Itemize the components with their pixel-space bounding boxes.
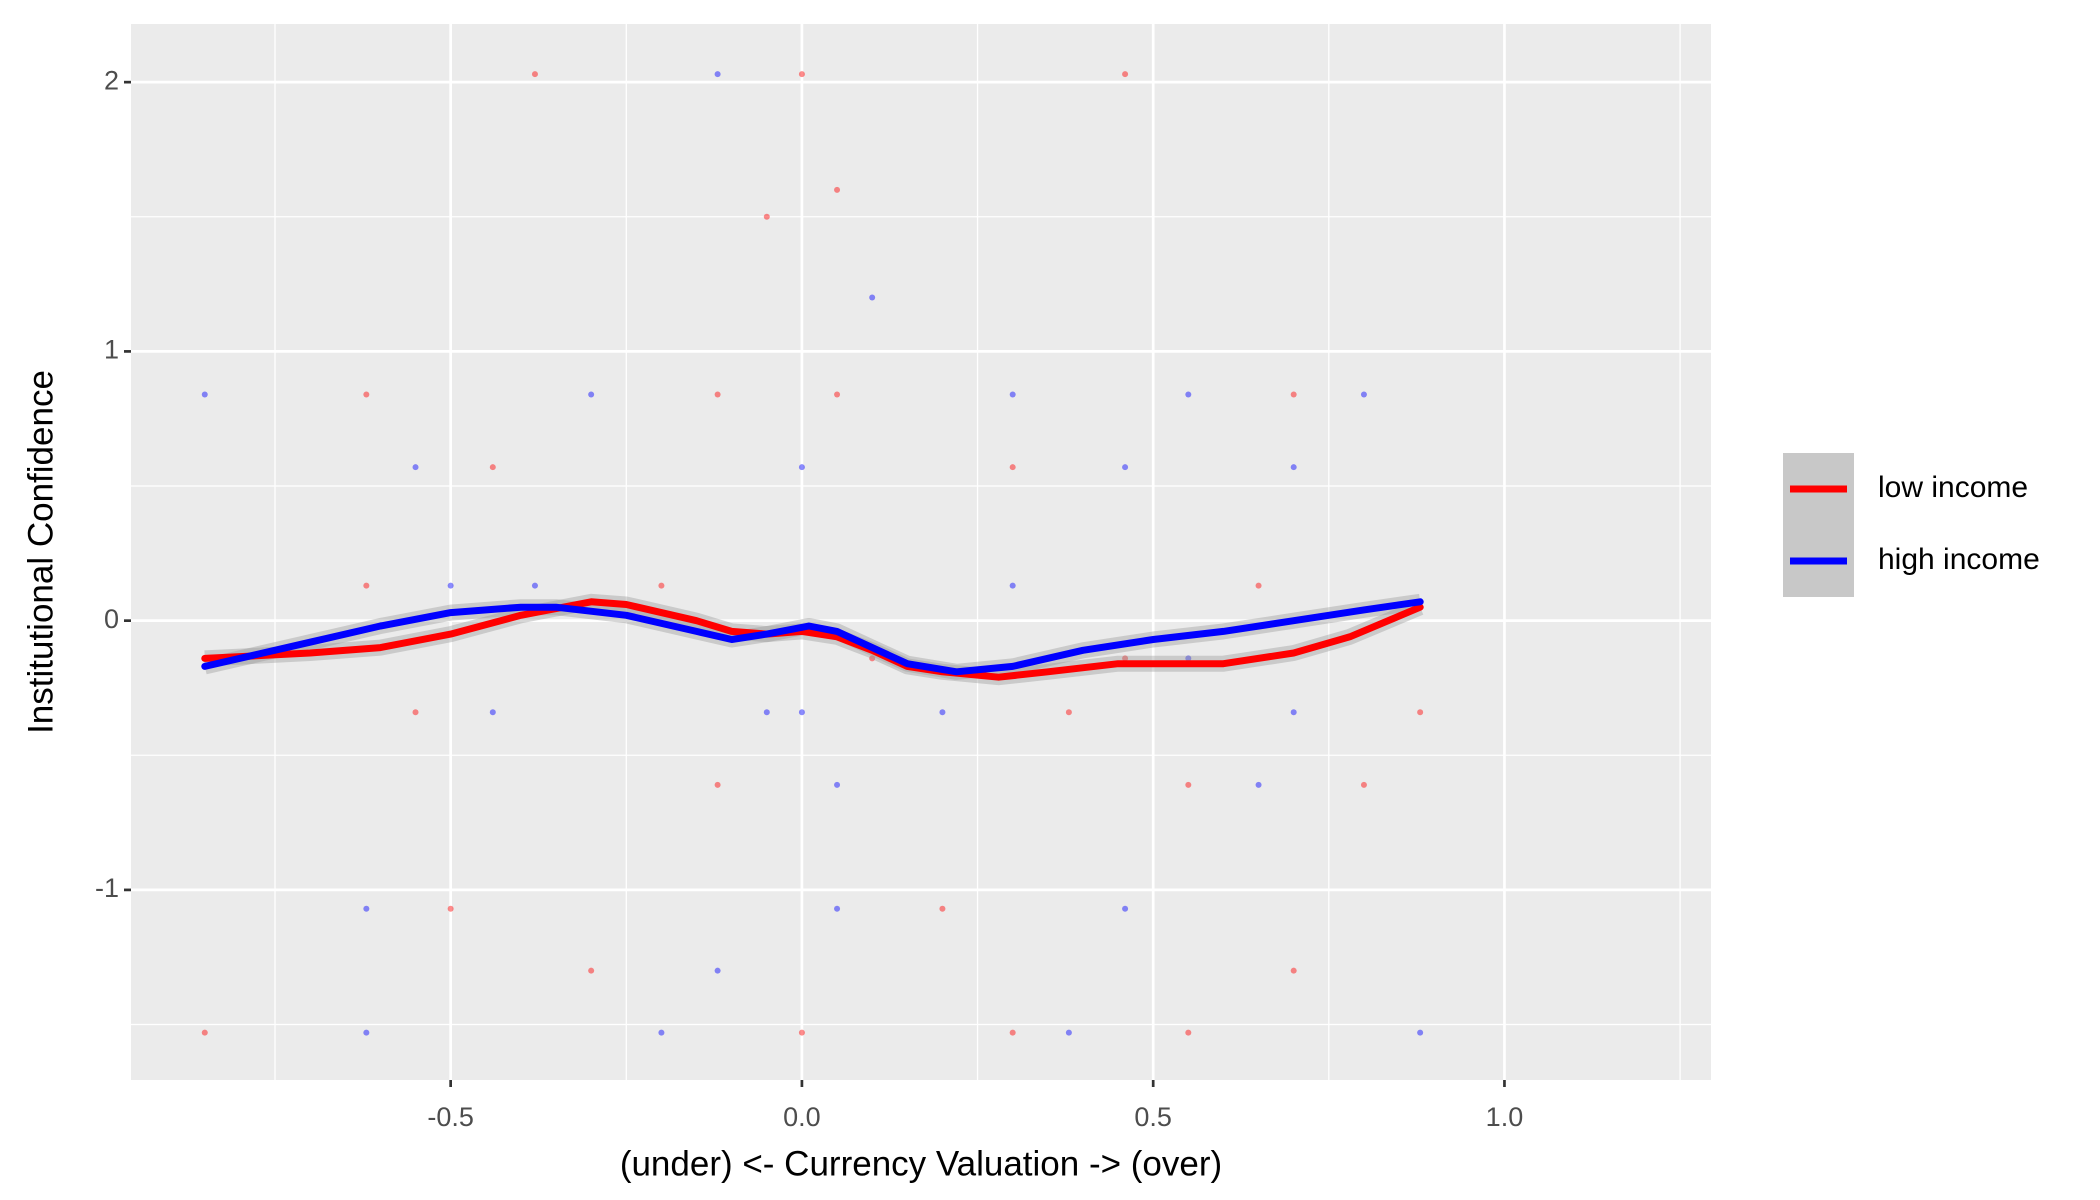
point bbox=[1255, 582, 1262, 589]
y-tick-label: -1 bbox=[95, 873, 119, 903]
point bbox=[714, 71, 721, 78]
point bbox=[489, 464, 496, 471]
legend-label: low income bbox=[1878, 471, 2028, 504]
panel bbox=[131, 24, 1711, 1080]
point bbox=[447, 905, 454, 912]
grid bbox=[131, 24, 1711, 1080]
points bbox=[201, 71, 1424, 1036]
point bbox=[869, 294, 876, 301]
point bbox=[1290, 967, 1297, 974]
legend-label: high income bbox=[1878, 543, 2040, 576]
point bbox=[939, 905, 946, 912]
point bbox=[798, 709, 805, 716]
x-tick-label: 0.5 bbox=[1134, 1102, 1172, 1132]
point bbox=[1185, 655, 1192, 662]
x-tick-label: -0.5 bbox=[427, 1102, 474, 1132]
point bbox=[1290, 391, 1297, 398]
point bbox=[201, 1029, 208, 1036]
smooth-lines bbox=[201, 593, 1424, 686]
smooth-line bbox=[201, 598, 1424, 676]
point bbox=[363, 1029, 370, 1036]
point bbox=[363, 391, 370, 398]
point bbox=[763, 213, 770, 220]
point bbox=[834, 781, 841, 788]
point bbox=[763, 709, 770, 716]
point bbox=[798, 71, 805, 78]
x-tick-label: 0.0 bbox=[783, 1102, 821, 1132]
point bbox=[1255, 781, 1262, 788]
point bbox=[714, 967, 721, 974]
point bbox=[834, 391, 841, 398]
x-axis-title: (under) <- Currency Valuation -> (over) bbox=[620, 1144, 1222, 1183]
smooth-line bbox=[201, 598, 1424, 681]
y-axis-title: Institutional Confidence bbox=[21, 370, 60, 734]
axes: -0.5 0.0 0.5 1.0 -1 0 1 2 bbox=[95, 65, 1523, 1132]
legend: low income high income bbox=[1783, 453, 2040, 597]
point bbox=[1009, 464, 1016, 471]
point bbox=[869, 655, 876, 662]
point bbox=[489, 709, 496, 716]
point bbox=[1122, 71, 1129, 78]
point bbox=[201, 391, 208, 398]
point bbox=[1360, 781, 1367, 788]
point bbox=[1122, 464, 1129, 471]
point bbox=[531, 582, 538, 589]
point bbox=[412, 464, 419, 471]
point bbox=[1417, 1029, 1424, 1036]
point bbox=[1290, 709, 1297, 716]
point bbox=[412, 709, 419, 716]
point bbox=[531, 71, 538, 78]
point bbox=[588, 391, 595, 398]
point bbox=[1185, 781, 1192, 788]
y-tick-label: 1 bbox=[104, 335, 119, 365]
point bbox=[1360, 391, 1367, 398]
point bbox=[1290, 464, 1297, 471]
point bbox=[1122, 905, 1129, 912]
point bbox=[939, 709, 946, 716]
point bbox=[1065, 1029, 1072, 1036]
point bbox=[1009, 582, 1016, 589]
point bbox=[714, 391, 721, 398]
point bbox=[1185, 391, 1192, 398]
legend-key-background bbox=[1783, 453, 1854, 597]
point bbox=[588, 967, 595, 974]
point bbox=[1122, 655, 1129, 662]
y-tick-label: 0 bbox=[104, 604, 119, 634]
point bbox=[363, 905, 370, 912]
point bbox=[1065, 709, 1072, 716]
y-tick-label: 2 bbox=[104, 65, 119, 95]
point bbox=[363, 582, 370, 589]
point bbox=[447, 582, 454, 589]
point bbox=[834, 186, 841, 193]
point bbox=[798, 464, 805, 471]
point bbox=[1009, 1029, 1016, 1036]
point bbox=[714, 781, 721, 788]
point bbox=[834, 905, 841, 912]
point bbox=[1009, 391, 1016, 398]
point bbox=[1417, 709, 1424, 716]
point bbox=[658, 1029, 665, 1036]
point bbox=[658, 582, 665, 589]
point bbox=[798, 1029, 805, 1036]
x-tick-label: 1.0 bbox=[1486, 1102, 1524, 1132]
point bbox=[1185, 1029, 1192, 1036]
